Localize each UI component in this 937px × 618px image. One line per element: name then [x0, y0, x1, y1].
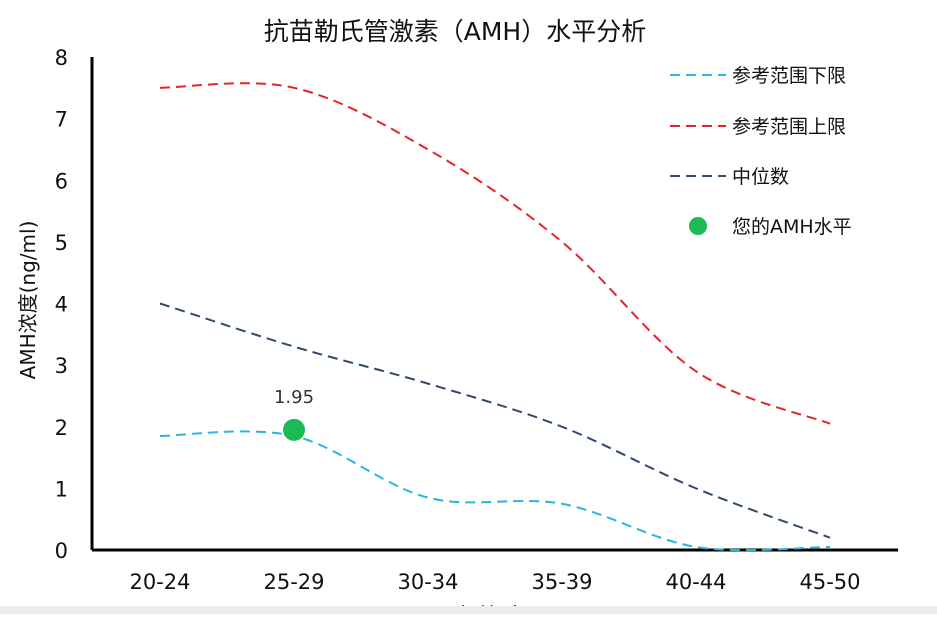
y-tick-label: 1: [55, 477, 68, 501]
series-line: [159, 430, 831, 552]
y-tick-label: 5: [55, 231, 68, 255]
points-group: 1.95: [274, 387, 314, 441]
series-group: [159, 82, 831, 552]
legend-swatch: [689, 217, 707, 235]
y-tick-label: 7: [55, 108, 68, 132]
x-tick-label: 30-34: [397, 570, 458, 594]
y-ticks: 0 1 2 3 4 5 6 7 8: [55, 46, 68, 563]
series-line: [159, 82, 831, 425]
y-tick-label: 0: [55, 539, 68, 563]
y-tick-label: 3: [55, 354, 68, 378]
y-tick-label: 8: [55, 46, 68, 70]
y-tick-label: 4: [55, 293, 68, 317]
x-tick-label: 35-39: [531, 570, 592, 594]
legend-label: 您的AMH水平: [732, 216, 852, 238]
x-tick-label: 45-50: [799, 570, 860, 594]
x-tick-label: 20-24: [129, 570, 190, 594]
y-axis-label: AMH浓度(ng/ml): [16, 221, 40, 380]
data-point: [283, 418, 305, 441]
chart-title: 抗苗勒氏管激素（AMH）水平分析: [264, 17, 646, 46]
legend-label: 参考范围下限: [732, 65, 846, 87]
x-tick-label: 40-44: [665, 570, 726, 594]
bottom-scroll-strip: [0, 606, 937, 614]
y-tick-label: 2: [55, 416, 68, 440]
legend-label: 中位数: [732, 166, 789, 188]
x-ticks: 20-24 25-29 30-34 35-39 40-44 45-50: [129, 570, 860, 594]
x-tick-label: 25-29: [263, 570, 324, 594]
y-tick-label: 6: [55, 169, 68, 193]
series-line: [159, 302, 831, 539]
data-label: 1.95: [274, 387, 314, 408]
legend-label: 参考范围上限: [732, 116, 846, 138]
